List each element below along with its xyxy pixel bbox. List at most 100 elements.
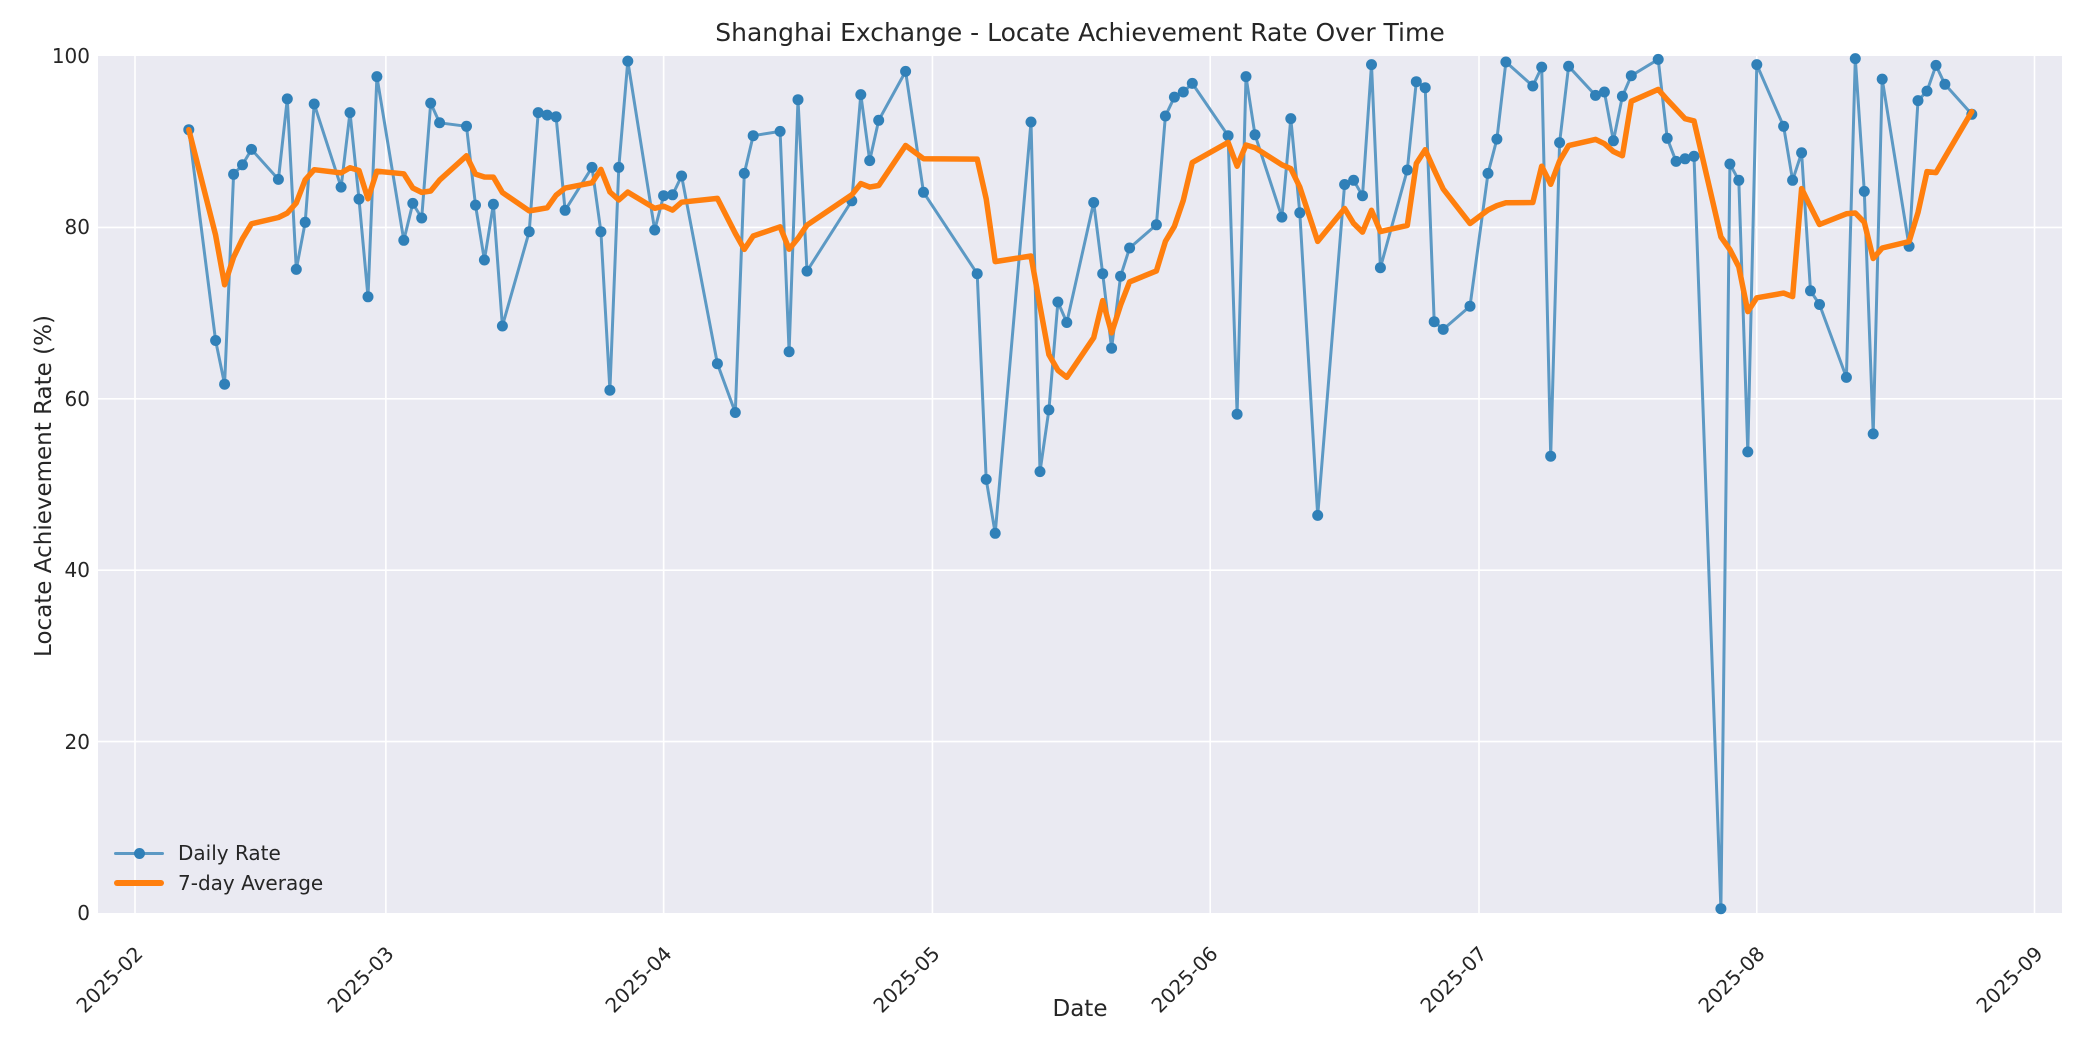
daily-rate-marker — [1930, 59, 1942, 71]
daily-rate-marker — [1661, 132, 1673, 144]
daily-rate-marker — [434, 117, 446, 129]
daily-rate-marker — [1858, 185, 1870, 197]
daily-rate-marker — [1168, 91, 1180, 103]
daily-rate-marker — [1410, 76, 1422, 88]
daily-rate-marker — [1285, 113, 1297, 125]
daily-rate-marker — [1778, 120, 1790, 132]
daily-rate-marker — [1796, 147, 1808, 159]
daily-rate-marker — [272, 173, 284, 185]
daily-rate-marker — [1607, 135, 1619, 147]
daily-rate-marker — [1115, 270, 1127, 282]
daily-rate-marker — [613, 161, 625, 173]
daily-rate-marker — [1159, 110, 1171, 122]
seven-day-average-line — [186, 86, 1975, 381]
daily-rate-marker — [1357, 190, 1368, 202]
daily-rate-marker — [523, 226, 535, 238]
daily-rate-marker — [747, 130, 759, 142]
daily-rate-marker — [425, 97, 437, 109]
daily-rate-marker — [1419, 82, 1431, 94]
daily-rate-marker — [783, 346, 795, 358]
daily-rate-marker — [1554, 137, 1566, 149]
daily-rate-marker — [1867, 428, 1879, 440]
daily-rate-marker — [604, 384, 616, 396]
daily-rate-marker — [729, 407, 741, 418]
daily-rate-marker — [1043, 404, 1055, 416]
daily-rate-marker — [1563, 60, 1575, 72]
daily-rate-marker — [900, 65, 912, 77]
daily-rate-marker — [918, 186, 929, 198]
daily-rate-marker — [864, 155, 876, 167]
daily-rate-marker — [989, 527, 1001, 539]
daily-rate-marker — [461, 120, 472, 132]
daily-rate-marker — [855, 89, 867, 101]
daily-rate-marker — [1670, 155, 1682, 167]
daily-rate-marker — [1312, 509, 1324, 521]
daily-rate-marker — [676, 170, 688, 182]
daily-rate-marker — [1921, 85, 1933, 97]
daily-rate-marker — [1679, 153, 1691, 165]
daily-rate-marker — [1491, 133, 1503, 145]
daily-rate-marker — [1366, 59, 1377, 71]
daily-rate-marker — [971, 268, 983, 280]
daily-rate-marker — [398, 234, 410, 246]
daily-rate-marker — [1545, 450, 1557, 462]
daily-rate-marker — [1590, 89, 1601, 101]
daily-rate-marker — [1751, 59, 1763, 71]
daily-rate-marker — [1939, 78, 1951, 90]
daily-rate-marker — [281, 93, 293, 105]
daily-rate-marker — [371, 71, 383, 83]
y-tick-label: 60 — [64, 386, 90, 411]
daily-rate-marker — [1536, 61, 1548, 73]
daily-rate-marker — [1025, 116, 1037, 128]
daily-rate-marker — [667, 189, 679, 201]
daily-rate-marker — [1616, 90, 1628, 102]
daily-rate-marker — [1912, 95, 1924, 107]
daily-rate-marker — [335, 181, 347, 193]
daily-rate-marker — [1428, 316, 1440, 328]
daily-rate-marker — [1231, 408, 1243, 420]
daily-rate-marker — [622, 55, 634, 67]
daily-rate-marker — [478, 254, 490, 266]
daily-rate-marker — [496, 320, 508, 332]
daily-rate-marker — [237, 159, 248, 171]
daily-rate-marker — [299, 216, 311, 228]
daily-rate-marker — [1052, 296, 1064, 308]
daily-rate-marker — [416, 212, 428, 224]
daily-rate-marker — [1401, 164, 1413, 176]
legend: Daily Rate 7-day Average — [112, 838, 323, 898]
daily-rate-marker — [1464, 300, 1476, 312]
daily-rate-marker — [801, 265, 813, 277]
legend-item-daily-rate: Daily Rate — [112, 838, 323, 868]
daily-rate-marker — [210, 335, 222, 346]
daily-rate-marker — [1088, 197, 1100, 208]
daily-rate-marker — [1061, 317, 1073, 328]
daily-rate-marker — [470, 199, 481, 211]
y-tick-label: 100 — [51, 44, 90, 68]
daily-rate-marker — [362, 291, 374, 303]
daily-rate-marker — [559, 204, 571, 216]
daily-rate-marker — [1177, 86, 1189, 98]
daily-rate-marker — [1500, 56, 1512, 68]
daily-rate-marker — [1034, 466, 1046, 478]
y-tick-label: 40 — [64, 558, 90, 583]
daily-rate-marker — [774, 125, 786, 137]
y-tick-label: 20 — [64, 729, 90, 754]
daily-rate-marker — [1249, 129, 1261, 141]
daily-rate-marker — [1652, 53, 1664, 65]
daily-rate-marker — [1106, 342, 1118, 354]
daily-rate-marker — [649, 224, 661, 236]
daily-rate-marker — [1222, 130, 1234, 142]
plot-background — [98, 56, 2062, 913]
daily-rate-marker — [1876, 73, 1888, 85]
daily-rate-marker — [1276, 211, 1288, 223]
daily-rate-marker — [658, 190, 670, 202]
daily-rate-marker — [1805, 285, 1816, 297]
daily-rate-marker — [308, 98, 320, 110]
daily-rate-marker — [1715, 903, 1727, 915]
daily-rate-marker — [1186, 77, 1198, 89]
daily-rate-marker — [1787, 174, 1799, 186]
daily-rate-marker — [246, 143, 257, 155]
daily-rate-marker — [532, 107, 544, 119]
